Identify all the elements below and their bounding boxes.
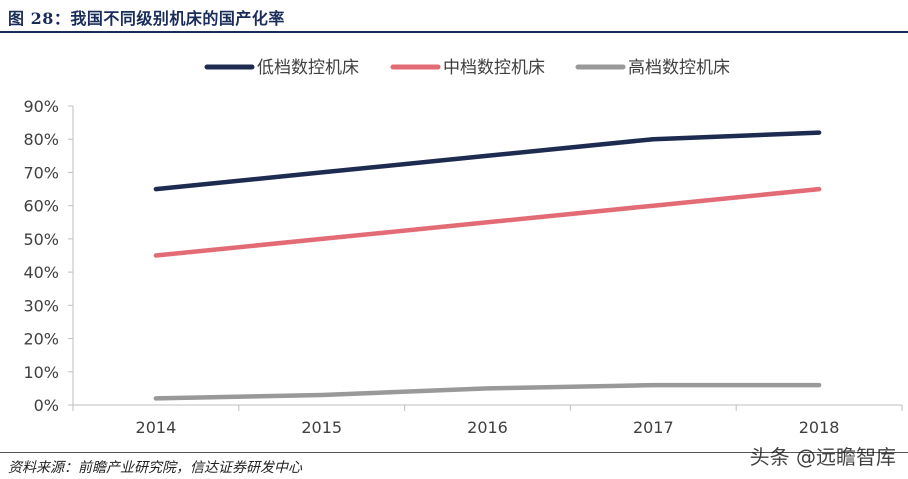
watermark: 头条 @远瞻智库 — [749, 445, 896, 469]
y-tick-label: 60% — [23, 197, 59, 216]
figure-title: 图 28：我国不同级别机床的国产化率 — [8, 9, 285, 28]
x-tick-label: 2014 — [136, 418, 177, 437]
chart-series — [153, 130, 822, 401]
legend-label: 高档数控机床 — [628, 58, 730, 78]
y-tick-label: 10% — [23, 363, 59, 382]
y-tick-label: 0% — [34, 396, 59, 415]
series-line-3 — [153, 382, 822, 401]
title-rule — [0, 31, 908, 33]
chart-legend: 低档数控机床 中档数控机床 高档数控机床 — [204, 58, 730, 78]
y-tick-label: 20% — [23, 330, 59, 349]
series-line-1 — [153, 130, 822, 192]
x-tick-label: 2016 — [467, 418, 508, 437]
y-tick-label: 80% — [23, 130, 59, 149]
x-tick-label: 2018 — [799, 418, 840, 437]
bottom-rule — [0, 452, 908, 453]
y-axis: 0% 10% 20% 30% 40% 50% 60% 70% 80% 90% — [23, 97, 74, 415]
y-tick-label: 90% — [23, 97, 59, 116]
y-tick-label: 30% — [23, 296, 59, 315]
x-axis: 2014 2015 2016 2017 2018 — [72, 404, 903, 437]
x-tick-label: 2017 — [633, 418, 674, 437]
x-tick-label: 2015 — [301, 418, 342, 437]
y-tick-label: 50% — [23, 230, 59, 249]
source-note: 资料来源：前瞻产业研究院，信达证券研发中心 — [8, 460, 302, 476]
y-tick-label: 40% — [23, 263, 59, 282]
y-tick-label: 70% — [23, 163, 59, 182]
legend-label: 低档数控机床 — [257, 58, 359, 78]
legend-label: 中档数控机床 — [443, 58, 545, 78]
